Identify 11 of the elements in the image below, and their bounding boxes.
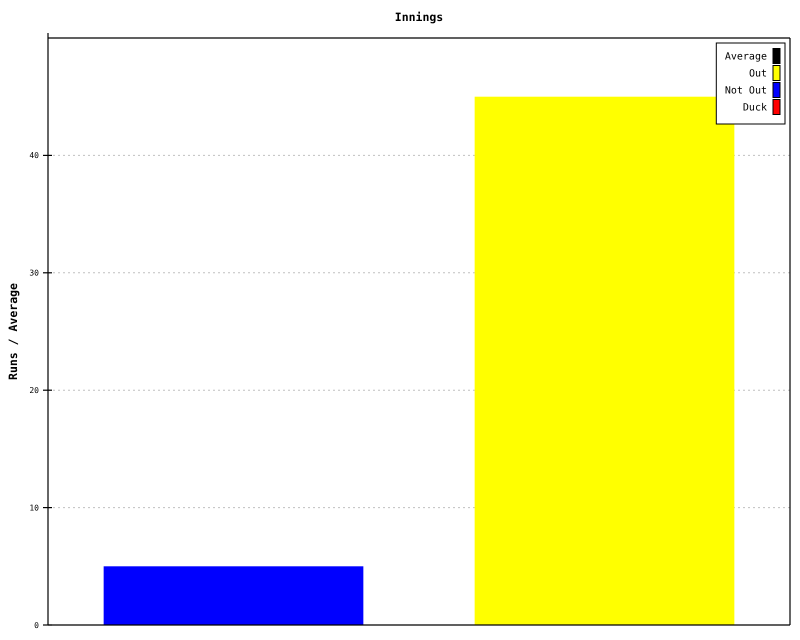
legend-label: Average [724,52,767,62]
y-tick-label: 40 [29,151,40,160]
y-tick-label: 0 [34,620,40,630]
y-tick-label: 30 [29,268,40,278]
y-tick-label: 10 [29,503,40,512]
chart-title: Innings [394,10,444,24]
y-tick-label: 20 [29,386,40,395]
legend-label: Duck [742,102,767,114]
y-axis-title: Runs / Average [6,282,20,380]
legend-label: Not Out [724,86,767,96]
legend-label: Out [748,68,767,80]
